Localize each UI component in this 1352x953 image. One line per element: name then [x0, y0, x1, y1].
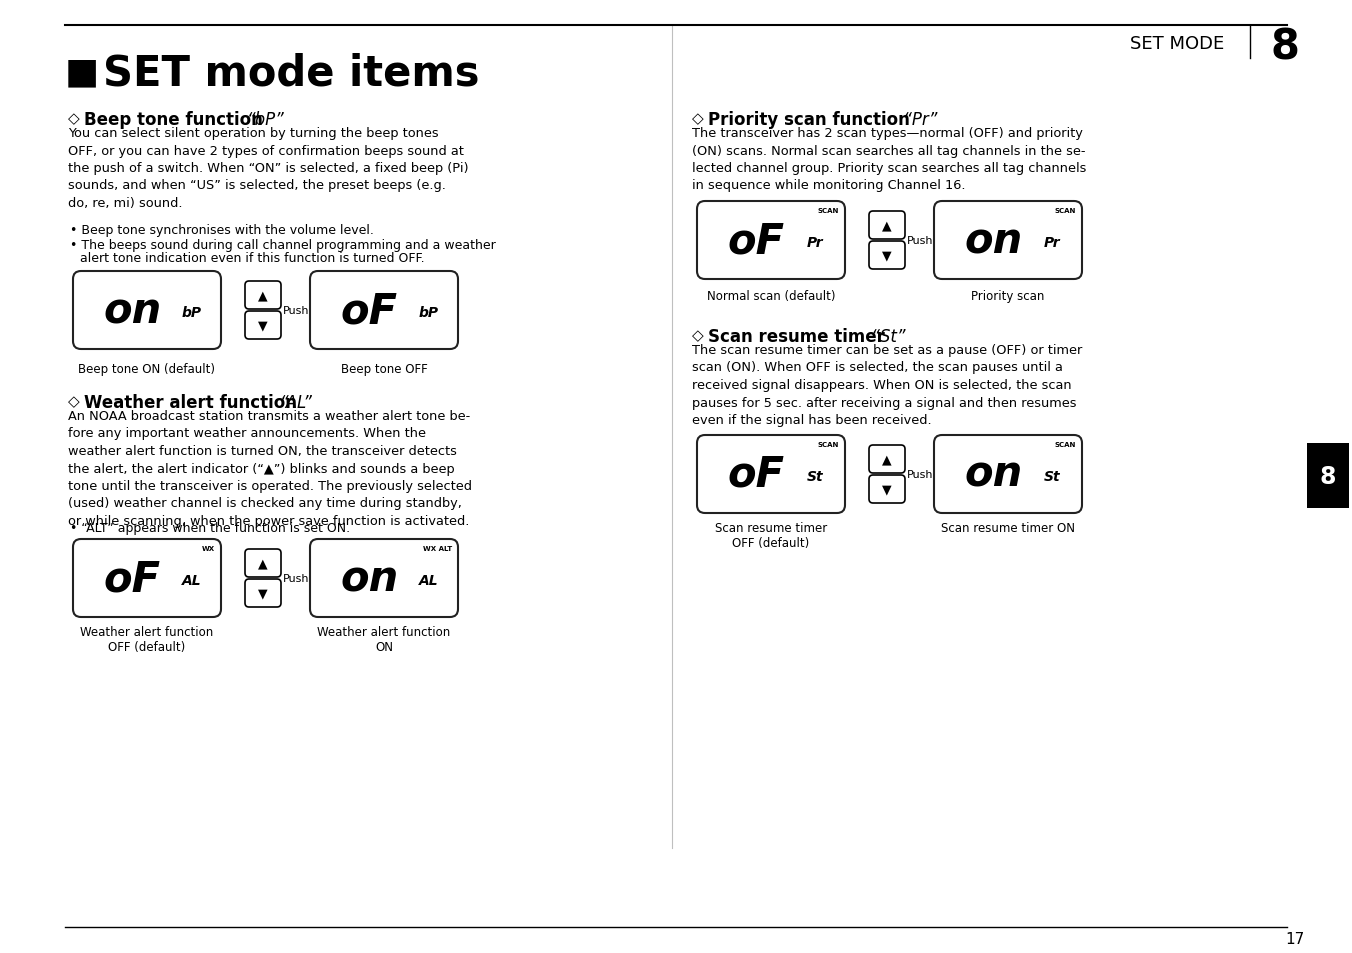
Text: You can select silent operation by turning the beep tones
OFF, or you can have 2: You can select silent operation by turni… [68, 127, 469, 210]
Text: Push: Push [907, 235, 933, 246]
Text: An NOAA broadcast station transmits a weather alert tone be-
fore any important : An NOAA broadcast station transmits a we… [68, 410, 472, 527]
FancyBboxPatch shape [245, 312, 281, 339]
Text: oF: oF [727, 220, 784, 262]
Text: ◇: ◇ [692, 111, 704, 126]
Text: “bP”: “bP” [247, 111, 285, 129]
Text: ◇: ◇ [68, 394, 80, 409]
Text: “St”: “St” [867, 328, 906, 346]
Text: bP: bP [418, 306, 438, 319]
Text: 17: 17 [1286, 931, 1305, 946]
Text: Scan resume timer ON: Scan resume timer ON [941, 521, 1075, 535]
Text: WX: WX [201, 545, 215, 552]
FancyBboxPatch shape [245, 550, 281, 578]
FancyBboxPatch shape [698, 202, 845, 280]
Text: The scan resume timer can be set as a pause (OFF) or timer
scan (ON). When OFF i: The scan resume timer can be set as a pa… [692, 344, 1082, 427]
Text: ◇: ◇ [68, 111, 80, 126]
Text: Priority scan: Priority scan [971, 290, 1045, 303]
Text: Beep tone ON (default): Beep tone ON (default) [78, 363, 215, 375]
FancyBboxPatch shape [869, 242, 904, 270]
Text: on: on [103, 290, 161, 332]
Text: Weather alert function: Weather alert function [84, 394, 297, 412]
Text: SET MODE: SET MODE [1130, 35, 1225, 53]
FancyBboxPatch shape [245, 579, 281, 607]
Text: Normal scan (default): Normal scan (default) [707, 290, 836, 303]
Text: ◇: ◇ [692, 328, 704, 343]
FancyBboxPatch shape [245, 282, 281, 310]
FancyBboxPatch shape [73, 272, 220, 350]
Text: • Beep tone synchronises with the volume level.: • Beep tone synchronises with the volume… [70, 224, 375, 236]
Text: Weather alert function
ON: Weather alert function ON [318, 625, 450, 654]
Text: on: on [341, 558, 399, 599]
Text: St: St [1044, 470, 1061, 483]
FancyBboxPatch shape [73, 539, 220, 618]
Text: 8: 8 [1271, 27, 1299, 69]
Text: ▼: ▼ [883, 483, 892, 496]
Text: ■: ■ [65, 55, 99, 89]
Text: oF: oF [341, 290, 397, 332]
Text: ▲: ▲ [883, 219, 892, 233]
Text: on: on [964, 220, 1022, 262]
Text: Priority scan function: Priority scan function [708, 111, 910, 129]
Text: ▼: ▼ [258, 319, 268, 333]
FancyBboxPatch shape [698, 436, 845, 514]
Text: SET mode items: SET mode items [103, 53, 480, 95]
Text: Push: Push [283, 574, 310, 583]
Text: SCAN: SCAN [1055, 441, 1076, 448]
Text: SCAN: SCAN [818, 208, 840, 213]
Text: Weather alert function
OFF (default): Weather alert function OFF (default) [80, 625, 214, 654]
FancyBboxPatch shape [934, 436, 1082, 514]
FancyBboxPatch shape [934, 202, 1082, 280]
FancyBboxPatch shape [310, 272, 458, 350]
Text: ▼: ▼ [258, 587, 268, 599]
Text: bP: bP [181, 306, 201, 319]
Text: oF: oF [727, 454, 784, 496]
Text: SCAN: SCAN [818, 441, 840, 448]
Text: The transceiver has 2 scan types—normal (OFF) and priority
(ON) scans. Normal sc: The transceiver has 2 scan types—normal … [692, 127, 1087, 193]
Text: • The beeps sound during call channel programming and a weather: • The beeps sound during call channel pr… [70, 239, 496, 252]
Text: Push: Push [907, 470, 933, 479]
Text: ▲: ▲ [258, 557, 268, 570]
Text: AL: AL [181, 574, 201, 587]
Text: oF: oF [104, 558, 161, 599]
Text: alert tone indication even if this function is turned OFF.: alert tone indication even if this funct… [80, 252, 425, 265]
Text: Pr: Pr [1044, 235, 1061, 250]
FancyBboxPatch shape [310, 539, 458, 618]
Text: Push: Push [283, 306, 310, 315]
FancyBboxPatch shape [869, 476, 904, 503]
Text: Beep tone function: Beep tone function [84, 111, 262, 129]
Text: ▲: ▲ [883, 453, 892, 466]
Text: ▲: ▲ [258, 289, 268, 302]
Text: 8: 8 [1320, 464, 1336, 489]
Text: ▼: ▼ [883, 250, 892, 262]
Text: “Pr”: “Pr” [898, 111, 937, 129]
Text: on: on [964, 454, 1022, 496]
Text: • “ALT” appears when the function is set ON.: • “ALT” appears when the function is set… [70, 521, 350, 535]
Text: St: St [807, 470, 823, 483]
Text: Scan resume timer
OFF (default): Scan resume timer OFF (default) [715, 521, 827, 550]
Text: SCAN: SCAN [1055, 208, 1076, 213]
Text: “AL”: “AL” [280, 394, 312, 412]
FancyBboxPatch shape [869, 446, 904, 474]
Text: Scan resume timer: Scan resume timer [708, 328, 884, 346]
FancyBboxPatch shape [869, 212, 904, 240]
FancyBboxPatch shape [1307, 443, 1349, 509]
Text: AL: AL [419, 574, 438, 587]
Text: WX ALT: WX ALT [423, 545, 452, 552]
Text: Beep tone OFF: Beep tone OFF [341, 363, 427, 375]
Text: Pr: Pr [807, 235, 823, 250]
